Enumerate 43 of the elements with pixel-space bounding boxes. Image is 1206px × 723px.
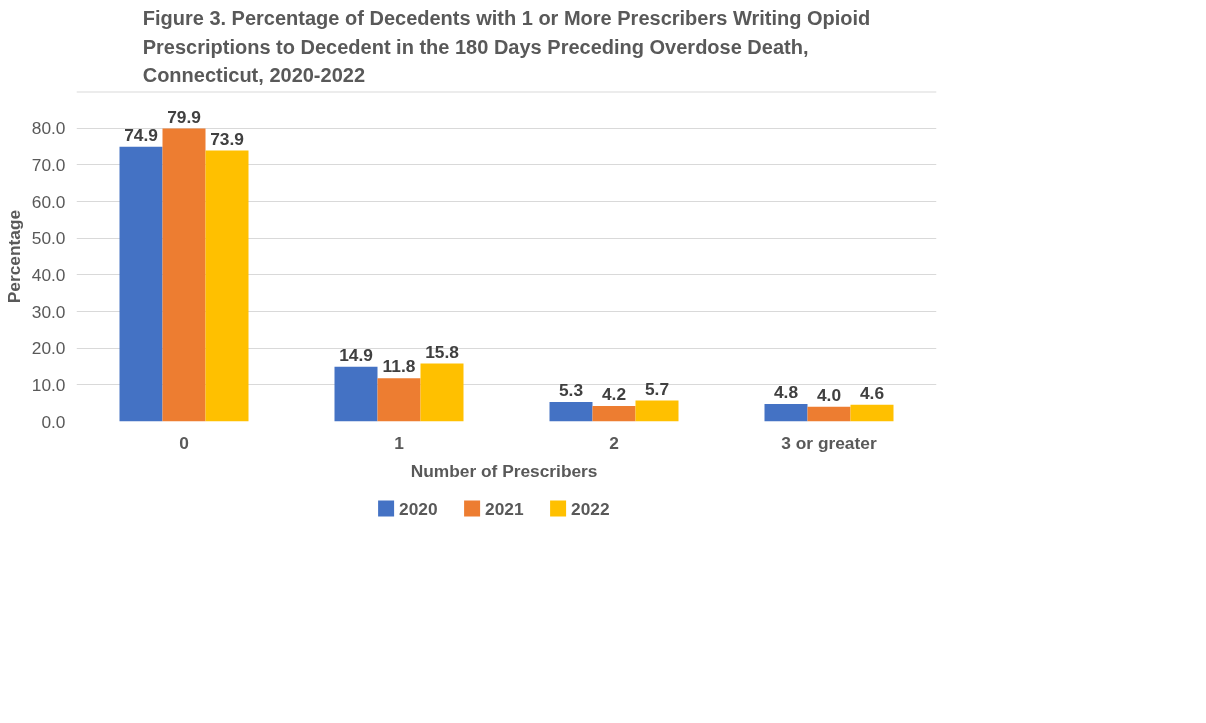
chart-title: Figure 3. Percentage of Decedents with 1 or More Prescribers Writing Opioid Prescriptions to Decedent in the 180 Days Preceding Overdose Death, Connecticut, 2020-2022 <box>142 7 871 87</box>
y-tick-label: 60.0 <box>31 191 66 212</box>
x-tick-label: 2 <box>609 432 619 453</box>
data-label: 15.8 <box>425 341 460 362</box>
bar <box>420 363 464 422</box>
data-label: 11.8 <box>382 356 416 377</box>
y-tick-label: 30.0 <box>31 301 66 322</box>
y-tick-label: 50.0 <box>31 228 66 249</box>
data-label: 14.9 <box>339 344 373 365</box>
legend-label: 2021 <box>485 498 524 519</box>
legend-label: 2022 <box>571 498 610 519</box>
y-tick-label: 20.0 <box>31 338 66 359</box>
y-axis-title: Percentage <box>3 209 24 304</box>
data-label: 4.0 <box>816 384 842 405</box>
y-tick-label: 80.0 <box>31 118 66 139</box>
bar <box>205 150 249 422</box>
bar <box>807 406 851 422</box>
bar <box>119 146 163 422</box>
bar <box>635 400 679 422</box>
x-tick-label: 3 or greater <box>781 432 877 453</box>
data-label: 79.9 <box>167 106 201 127</box>
bar <box>850 404 894 422</box>
bar <box>334 366 378 422</box>
x-tick-label: 0 <box>179 432 189 453</box>
bar <box>764 403 808 422</box>
bar <box>592 406 636 422</box>
data-label: 73.9 <box>210 128 244 149</box>
data-label: 5.7 <box>644 378 670 399</box>
bar <box>377 378 421 422</box>
y-tick-label: 10.0 <box>31 374 66 395</box>
data-label: 4.2 <box>601 384 627 405</box>
y-tick-label: 40.0 <box>31 264 66 285</box>
data-label: 5.3 <box>558 380 584 401</box>
bar <box>162 128 206 422</box>
legend-label: 2020 <box>399 498 438 519</box>
data-label: 4.8 <box>773 381 799 402</box>
bar <box>549 402 593 422</box>
x-tick-label: 1 <box>394 432 405 453</box>
x-axis-title: Number of Prescribers <box>410 460 598 481</box>
y-tick-label: 0.0 <box>41 411 66 432</box>
data-label: 4.6 <box>859 382 885 403</box>
y-tick-label: 70.0 <box>31 154 66 175</box>
data-label: 74.9 <box>124 124 158 145</box>
